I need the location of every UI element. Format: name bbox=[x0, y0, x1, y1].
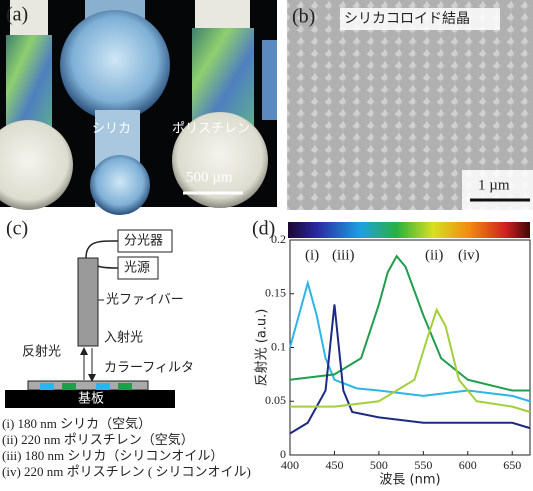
image-title: シリカコロイド結晶 bbox=[344, 11, 470, 27]
substrate bbox=[5, 390, 175, 408]
filter-cell bbox=[96, 383, 110, 390]
photo-label: シリカ bbox=[92, 122, 131, 137]
scale-bar-label: 1 µm bbox=[478, 177, 510, 193]
series-line bbox=[289, 279, 531, 403]
scale-bar-label: 500 µm bbox=[186, 169, 233, 185]
label-box bbox=[340, 8, 500, 30]
diagram-label: 入射光 bbox=[104, 330, 143, 346]
scale-box bbox=[462, 170, 533, 210]
panel-label: (d) bbox=[252, 218, 275, 240]
y-tick-label: 0.2 bbox=[271, 232, 286, 246]
series-label: (ii) bbox=[425, 247, 443, 263]
series-label: (iv) bbox=[458, 247, 480, 263]
series-label: (i) bbox=[305, 247, 319, 263]
y-tick-label: 0.15 bbox=[265, 286, 286, 300]
series-line bbox=[289, 304, 531, 435]
chart: 0 0.05 0.1 0.15 0.2 400 450 500 550 600 650 波長 (nm)… bbox=[254, 232, 531, 488]
panel-label: (b) bbox=[292, 6, 315, 28]
x-tick-label: 600 bbox=[459, 458, 477, 472]
legend-entry: (ii) 220 nm ポリスチレン（空気） bbox=[2, 432, 194, 447]
legend-entry: (i) 180 nm シリカ（空気） bbox=[2, 416, 151, 431]
legend-entry: (iii) 180 nm シリカ（シリコンオイル） bbox=[2, 448, 223, 463]
x-tick-label: 550 bbox=[414, 458, 432, 472]
diagram-label: 反射光 bbox=[22, 344, 61, 360]
panel-label: (c) bbox=[6, 218, 28, 240]
x-axis-label: 波長 (nm) bbox=[379, 473, 440, 488]
diagram-label: カラーフィルタ bbox=[104, 361, 194, 376]
x-tick-label: 500 bbox=[370, 458, 388, 472]
x-tick-label: 450 bbox=[325, 458, 343, 472]
diagram-label: 光ファイバー bbox=[106, 293, 184, 308]
y-axis-label: 反射光 (a.u.) bbox=[254, 309, 270, 387]
y-tick-label: 0.1 bbox=[271, 339, 286, 353]
box-label: 分光器 bbox=[124, 234, 163, 249]
legend: (i) 180 nm シリカ（空気）(ii) 220 nm ポリスチレン（空気）… bbox=[2, 416, 251, 479]
series-line bbox=[289, 254, 530, 392]
x-tick-label: 650 bbox=[503, 458, 521, 472]
series-line bbox=[290, 307, 531, 413]
x-tick-label: 400 bbox=[281, 458, 299, 472]
box-label: 光源 bbox=[124, 261, 150, 276]
color-bar bbox=[288, 222, 530, 238]
diagram-label: 基板 bbox=[78, 392, 104, 407]
panel-label: (a) bbox=[6, 4, 28, 26]
legend-entry: (iv) 220 nm ポリスチレン ( シリコンオイル) bbox=[2, 464, 251, 479]
photo-label: ポリスチレン bbox=[172, 122, 250, 137]
filter-cell bbox=[118, 383, 132, 390]
filter-cell bbox=[62, 383, 76, 390]
y-tick-label: 0.05 bbox=[265, 393, 286, 407]
filter-cell bbox=[40, 383, 54, 390]
y-tick-label: 0 bbox=[280, 447, 286, 461]
series-label: (iii) bbox=[332, 247, 355, 263]
photo-a bbox=[0, 0, 277, 215]
fiber bbox=[77, 257, 99, 347]
